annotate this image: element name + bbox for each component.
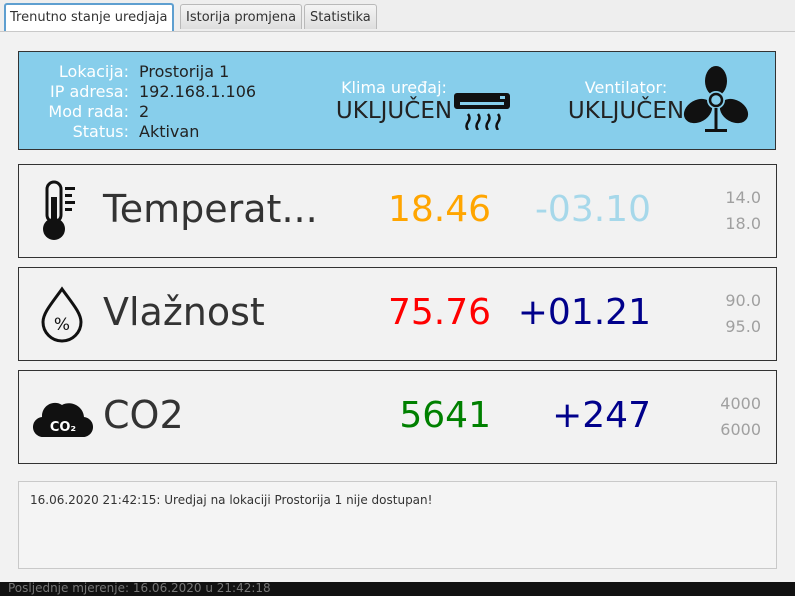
humidity-limit-low: 90.0 — [725, 291, 761, 310]
humidity-value: 75.76 — [387, 292, 491, 333]
log-message: 16.06.2020 21:42:15: Uredjaj na lokaciji… — [30, 493, 433, 507]
temperature-limit-low: 14.0 — [725, 188, 761, 207]
location-label: Lokacija: — [58, 62, 129, 81]
ac-label: Klima uređaj: — [341, 78, 447, 97]
status-label: Status: — [72, 122, 129, 141]
humidity-drop-icon: % — [38, 285, 86, 347]
co2-cloud-icon: CO₂ — [32, 393, 94, 447]
temperature-delta: -03.10 — [534, 189, 651, 230]
temperature-panel: Temperat... 18.46 -03.10 14.0 18.0 — [18, 164, 777, 258]
device-info-panel: Lokacija: Prostorija 1 IP adresa: 192.16… — [18, 51, 776, 150]
fan-icon — [681, 66, 751, 140]
temperature-name: Temperat... — [103, 187, 318, 231]
ac-status: UKLJUČEN — [335, 98, 453, 124]
co2-panel: CO₂ CO2 5641 +247 4000 6000 — [18, 370, 777, 464]
svg-text:CO₂: CO₂ — [50, 420, 76, 435]
co2-limit-high: 6000 — [720, 420, 761, 439]
last-measurement-text: Posljednje mjerenje: 16.06.2020 u 21:42:… — [8, 582, 271, 595]
co2-name: CO2 — [103, 393, 184, 437]
humidity-panel: % Vlažnost 75.76 +01.21 90.0 95.0 — [18, 267, 777, 361]
status-bar: Posljednje mjerenje: 16.06.2020 u 21:42:… — [0, 582, 795, 596]
fan-label: Ventilator: — [584, 78, 668, 97]
svg-text:%: % — [54, 315, 70, 335]
tab-statistics[interactable]: Statistika — [304, 4, 377, 29]
ip-value: 192.168.1.106 — [139, 82, 257, 101]
ip-label: IP adresa: — [49, 82, 129, 101]
mode-label: Mod rada: — [48, 102, 129, 121]
humidity-limit-high: 95.0 — [725, 317, 761, 336]
co2-delta: +247 — [552, 395, 651, 436]
humidity-name: Vlažnost — [103, 290, 265, 334]
fan-status: UKLJUČEN — [567, 98, 685, 124]
thermometer-icon — [36, 179, 84, 247]
air-conditioner-icon — [452, 90, 512, 134]
tab-current-state[interactable]: Trenutno stanje uredjaja — [4, 3, 174, 31]
temperature-limit-high: 18.0 — [725, 214, 761, 233]
tab-history[interactable]: Istorija promjena — [180, 4, 303, 29]
temperature-value: 18.46 — [387, 189, 491, 230]
status-value: Aktivan — [139, 122, 200, 141]
event-log[interactable]: 16.06.2020 21:42:15: Uredjaj na lokaciji… — [18, 481, 777, 569]
location-value: Prostorija 1 — [139, 62, 230, 81]
tab-bar: Trenutno stanje uredjaja Istorija promje… — [0, 0, 795, 32]
mode-value: 2 — [139, 102, 150, 121]
co2-limit-low: 4000 — [720, 394, 761, 413]
humidity-delta: +01.21 — [517, 292, 651, 333]
co2-value: 5641 — [399, 395, 491, 436]
